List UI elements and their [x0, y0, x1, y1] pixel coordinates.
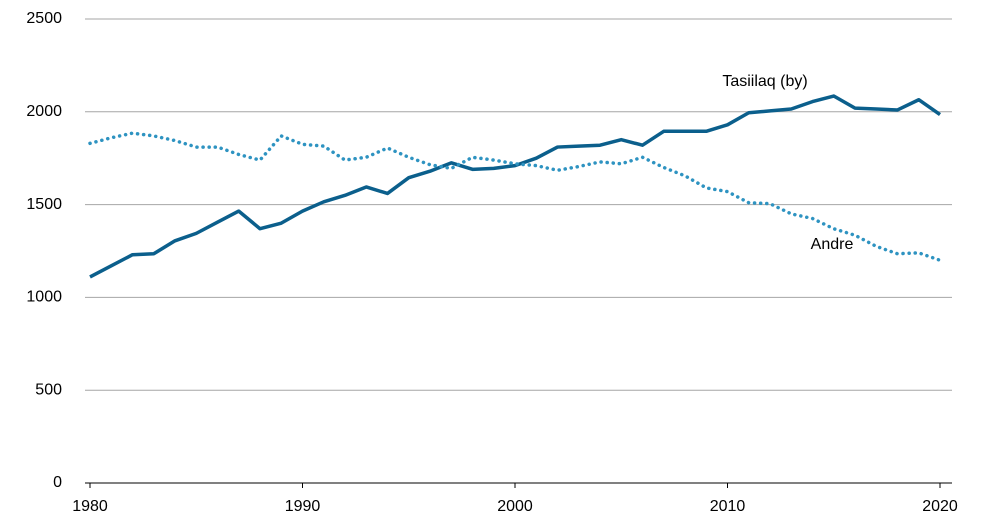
- x-tick-label: 2000: [497, 498, 533, 515]
- x-tick-label: 1990: [285, 498, 321, 515]
- line-series: [89, 94, 942, 279]
- y-tick-label: 1500: [26, 196, 62, 213]
- x-tick-label: 2020: [922, 498, 958, 515]
- y-tick-label: 0: [53, 474, 62, 491]
- x-tick-label: 1980: [72, 498, 108, 515]
- series-label: Andre: [811, 236, 854, 253]
- line-series: [88, 131, 942, 263]
- y-tick-label: 500: [35, 381, 62, 398]
- x-tick-label: 2010: [710, 498, 746, 515]
- series-label: Tasiilaq (by): [722, 73, 807, 90]
- y-tick-label: 2000: [26, 103, 62, 120]
- y-tick-label: 2500: [26, 10, 62, 27]
- y-tick-label: 1000: [26, 289, 62, 306]
